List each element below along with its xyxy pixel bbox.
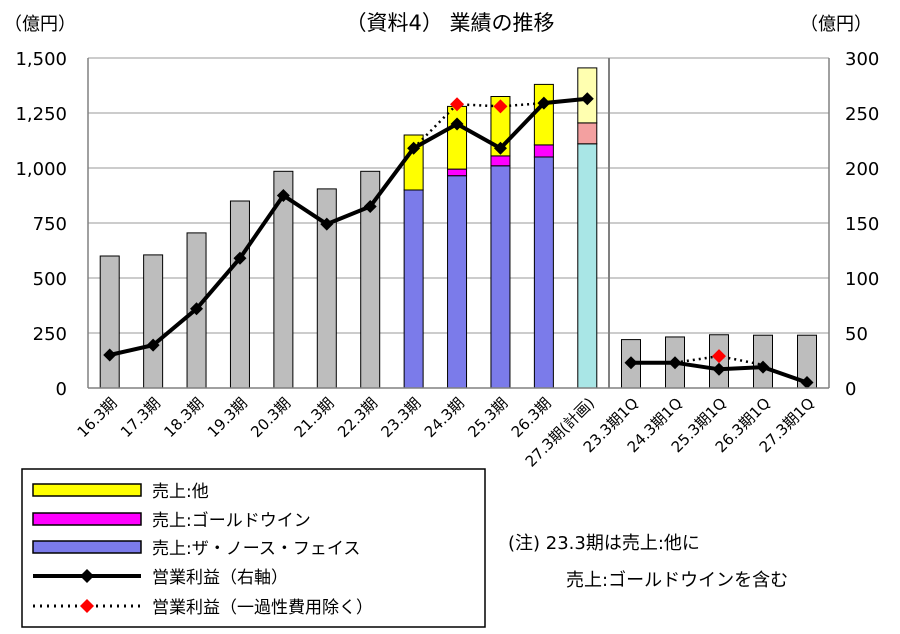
sales-bar-goldwin (490, 155, 511, 167)
legend-label: 売上:他 (152, 482, 209, 502)
left-axis-ticks: 0 250 500 750 1,000 1,250 1,500 (15, 49, 67, 400)
sales-bar-goldwin (447, 168, 468, 177)
op-profit-marker-q (800, 376, 814, 389)
op-profit-marker (146, 338, 160, 352)
right-tick-label: 300 (845, 49, 879, 70)
op-profit-ex-marker (450, 97, 465, 112)
sales-bar-other (533, 83, 554, 146)
legend-swatch (32, 512, 142, 526)
op-profit-marker (233, 251, 247, 265)
legend-swatch (32, 540, 142, 554)
op-profit-marker (407, 141, 421, 155)
right-axis-unit: （億円） (800, 14, 872, 35)
legend-label: 営業利益（一過性費用除く） (152, 598, 373, 618)
sales-bar-north-face (403, 189, 424, 389)
op-profit-marker-q (756, 360, 770, 374)
legend-marker (80, 569, 94, 583)
right-tick-label: 250 (845, 104, 879, 125)
left-axis-unit: （億円） (4, 14, 76, 35)
op-profit-marker (450, 117, 464, 131)
sales-bar-north-face (447, 175, 468, 389)
x-tick-label: 25.3期 (464, 394, 511, 441)
op-profit-marker (537, 96, 551, 110)
legend-label: 売上:ゴールドウイン (152, 510, 311, 531)
op-profit-marker (493, 141, 507, 155)
op-profit-marker-q (668, 356, 682, 370)
x-tick-label: 19.3期 (204, 394, 251, 441)
lines (103, 92, 814, 389)
right-tick-label: 50 (845, 324, 868, 345)
x-tick-label: 21.3期 (291, 394, 338, 441)
left-tick-label: 750 (33, 214, 67, 235)
op-profit-marker (190, 302, 204, 316)
op-profit-marker-q (624, 356, 638, 370)
sales-bar-goldwin (577, 122, 598, 145)
op-profit-marker (276, 189, 290, 202)
x-tick-label: 22.3期 (334, 394, 381, 441)
note: (注) 23.3期は売上:他に 売上:ゴールドウインを含む (508, 533, 788, 591)
op-profit-marker (320, 217, 334, 231)
op-profit-line (109, 96, 588, 357)
left-tick-label: 1,250 (15, 104, 67, 125)
op-profit-marker (363, 200, 377, 213)
left-tick-label: 0 (56, 379, 67, 400)
x-tick-label: 23.3期 (377, 394, 424, 441)
left-tick-label: 250 (33, 324, 67, 345)
left-tick-label: 1,000 (15, 159, 67, 180)
note-line-1: (注) 23.3期は売上:他に (508, 533, 700, 554)
right-tick-label: 200 (845, 159, 879, 180)
chart-title: （資料4） 業績の推移 (345, 11, 554, 35)
x-axis-ticks: 16.3期17.3期18.3期19.3期20.3期21.3期22.3期23.3期… (74, 394, 818, 470)
legend-swatch (32, 483, 142, 497)
right-tick-label: 100 (845, 269, 879, 290)
left-tick-label: 1,500 (15, 49, 67, 70)
x-tick-label: 24.3期 (421, 394, 468, 441)
op-profit-marker-q (712, 362, 726, 376)
sales-bar (229, 200, 250, 389)
right-axis-ticks: 0 50 100 150 200 250 300 (845, 49, 879, 400)
sales-bar-north-face (490, 165, 511, 389)
bars (99, 67, 817, 389)
legend-label: 売上:ザ・ノース・フェイス (152, 539, 360, 559)
right-tick-label: 0 (845, 379, 856, 400)
sales-bar (143, 254, 164, 389)
op-profit-marker (580, 92, 594, 106)
sales-bar-north-face (577, 143, 598, 389)
sales-bar-goldwin (533, 144, 554, 158)
note-line-2: 売上:ゴールドウインを含む (566, 570, 788, 591)
x-tick-label: 18.3期 (160, 394, 207, 441)
x-tick-label: 17.3期 (117, 394, 164, 441)
op-profit-ex-marker (493, 99, 508, 114)
sales-bar-other (447, 105, 468, 170)
legend-label: 営業利益（右軸） (152, 568, 288, 588)
x-tick-label: 20.3期 (247, 394, 294, 441)
op-profit-marker (103, 348, 117, 362)
x-tick-label: 16.3期 (74, 394, 121, 441)
legend-marker (80, 599, 94, 613)
sales-bar-north-face (533, 156, 554, 389)
axes (87, 58, 830, 389)
sales-bar (99, 255, 120, 389)
op-profit-ex-marker (712, 349, 726, 364)
right-tick-label: 150 (845, 214, 879, 235)
left-tick-label: 500 (33, 269, 67, 290)
